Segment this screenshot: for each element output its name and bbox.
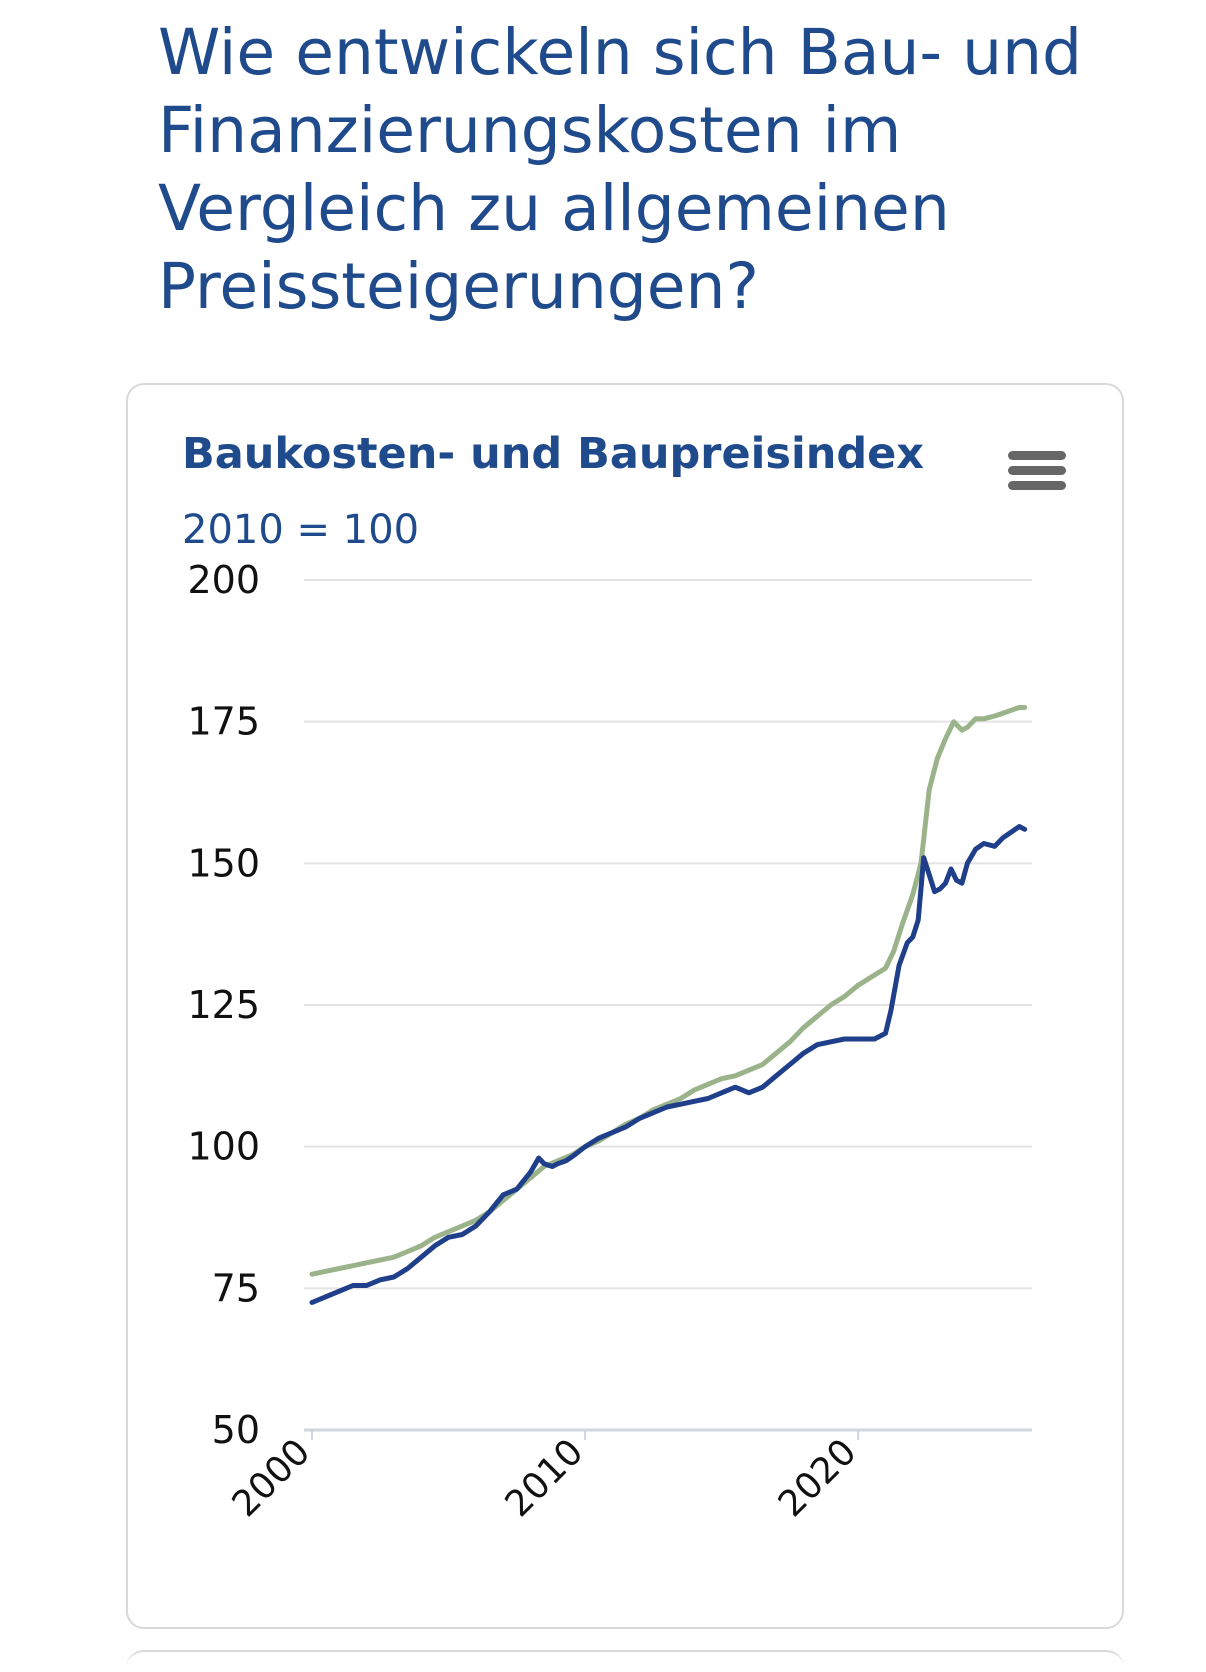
chart-subtitle: 2010 = 100 [182,507,420,553]
chart-title: Baukosten- und Baupreisindex [182,429,925,479]
y-tick-label: 75 [212,1266,260,1310]
y-tick-label: 175 [187,700,260,744]
y-tick-label: 50 [212,1408,260,1452]
y-tick-label: 125 [187,983,260,1027]
x-tick-label: 2020 [771,1431,865,1525]
y-axis-ticks: 50 75 100 125 150 175 200 [187,558,260,1452]
menu-icon-bar [1008,481,1066,490]
series-lines [309,705,1028,1305]
chart-card: Baukosten- und Baupreisindex 2010 = 100 … [126,383,1124,1629]
y-tick-label: 150 [187,841,260,885]
grid-lines [304,579,1032,1432]
y-tick-label: 100 [187,1125,260,1169]
x-axis-ticks: 2000 2010 2020 [225,1430,865,1525]
series-line-1 [309,824,1028,1305]
page-title: Wie entwickeln sich Bau- und Finanzierun… [158,16,1082,323]
next-card-edge [126,1650,1124,1672]
menu-icon-bar [1008,466,1066,475]
x-tick-label: 2010 [498,1431,592,1525]
chart-menu-button[interactable] [1008,451,1066,495]
y-tick-label: 200 [187,558,260,602]
menu-icon-bar [1008,451,1066,460]
series-line-2 [309,705,1028,1277]
